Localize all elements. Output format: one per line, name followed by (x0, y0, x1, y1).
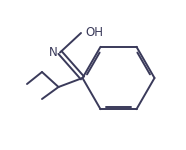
Text: N: N (49, 46, 58, 59)
Text: OH: OH (86, 27, 103, 39)
